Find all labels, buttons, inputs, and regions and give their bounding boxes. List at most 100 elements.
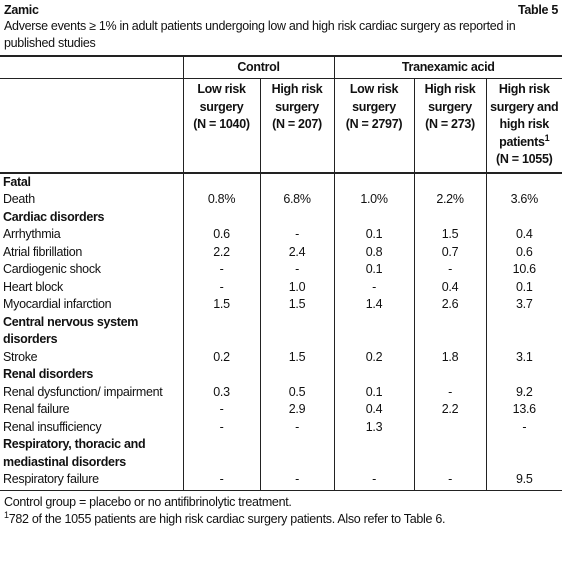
cell: 6.8% [259,191,334,209]
data-row: Atrial fibrillation 2.2 2.4 0.8 0.7 0.6 [0,243,562,261]
cell [485,208,562,226]
cell: - [182,418,260,436]
cell: 0.6 [182,226,260,244]
column-row: Low risk surgery (N = 1040) High risk surg… [0,78,562,174]
cell [182,172,260,191]
cell [485,436,562,471]
title: Zamic [4,3,39,17]
cell [259,208,334,226]
cell: - [182,401,260,419]
cell: 0.4 [485,226,562,244]
cell [259,366,334,384]
cell: 1.5 [259,348,334,366]
data-row: Arrhythmia 0.6-0.1 1.5 0.4 [0,226,562,244]
cell: - [413,471,486,491]
cell: 3.7 [485,296,562,314]
column-text: High risk surgery and high risk patients [490,82,559,149]
cell [485,313,562,349]
footnote: 1782 of the 1055 patients are high risk … [4,509,558,528]
row-label: Death [3,192,35,206]
data-row: Heart block -1.0-0.4 0.1 [0,278,562,296]
cell [259,436,334,471]
cell [485,366,562,384]
data-row: Respiratory failure - - - -9.5 [0,471,562,491]
cell: - [413,383,486,401]
cell: - [413,261,486,279]
row-label: Renal failure [3,402,70,416]
note-marker: 1 [544,132,550,143]
section-row: Renal disorders [0,366,562,384]
section-heading: Renal disorders [3,367,93,381]
data-row: Renal insufficiency - -1.3- [0,418,562,436]
cell: 0.1 [333,261,414,279]
footnotes: Control group = placebo or no antifibrin… [0,491,562,528]
data-table: Control Tranexamic acid Low risk surgery (N… [0,55,562,491]
cell: 2.2 [182,243,260,261]
cell: 13.6 [485,401,562,419]
group-row: Control Tranexamic acid [0,55,562,79]
cell: 2.2 [413,401,486,419]
cell: - [259,418,334,436]
cell: - [333,471,414,491]
section-row: Respiratory, thoracic and mediastinal di… [0,436,562,471]
cell: - [182,471,260,491]
cell: 0.6 [485,243,562,261]
cell: 1.5 [182,296,260,314]
cell: 1.5 [259,296,334,314]
row-label: Cardiogenic shock [3,262,101,276]
cell [413,313,486,349]
caption: Adverse events ≥ 1% in adult patients un… [4,19,516,50]
cell [259,313,334,349]
footnote: Control group = placebo or no antifibrin… [4,494,558,511]
data-row: Cardiogenic shock - -0.1-10.6 [0,261,562,279]
column-text: High risk surgery [271,82,323,114]
footnote-text: 782 of the 1055 patients are high risk c… [8,511,446,526]
cell: 2.4 [259,243,334,261]
cell [182,436,260,471]
cell: 1.0 [259,278,334,296]
data-row: Death 0.8% 6.8% 1.0% 2.2% 3.6% [0,191,562,209]
row-label: Heart block [3,279,63,294]
data-row: Myocardial infarction 1.5 1.5 1.4 2.6 3.7 [0,296,562,314]
column-n: (N = 1055) [496,152,553,166]
section-row: Fatal [0,172,562,191]
section-heading: Cardiac disorders [3,209,105,224]
footnote-marker: 1 [4,509,9,520]
cell [413,366,486,384]
data-row: Renal failure -2.9 0.4 2.2 13.6 [0,401,562,419]
cell: 0.8% [182,191,260,209]
cell: 0.4 [333,401,414,419]
column-text: Low risk surgery [349,82,399,114]
section-heading: Fatal [3,174,31,189]
column-header: Low risk surgery (N = 1040) [182,78,260,174]
cell: 0.8 [333,243,414,261]
column-header: High risk surgery and high risk patients… [485,78,562,174]
cell [413,418,486,436]
section-heading: Respiratory, thoracic and mediastinal di… [3,437,146,469]
column-header: High risk surgery (N = 207) [259,78,334,174]
cell: - [259,226,334,244]
cell: - [182,261,260,279]
cell: - [485,418,562,436]
cell: 1.4 [333,296,414,314]
cell [182,208,260,226]
cell [259,172,334,191]
cell: 9.5 [485,471,562,491]
cell: 9.2 [485,383,562,401]
column-n: (N = 273) [425,117,475,131]
cell: 0.2 [333,348,414,366]
cell: 0.1 [333,383,414,401]
cell [333,208,414,226]
column-n: (N = 2797) [345,117,403,131]
cell [333,366,414,384]
cell: 2.2% [413,191,486,209]
section-row: Central nervous system disorders [0,313,562,349]
cell: 0.2 [182,348,260,366]
column-header: High risk surgery (N = 273) [413,78,486,174]
table-label: Table 5 [517,3,558,17]
column-text: High risk surgery [424,82,476,114]
row-label: Myocardial infarction [3,297,112,311]
cell: - [182,278,260,296]
cell: 1.8 [413,348,486,366]
